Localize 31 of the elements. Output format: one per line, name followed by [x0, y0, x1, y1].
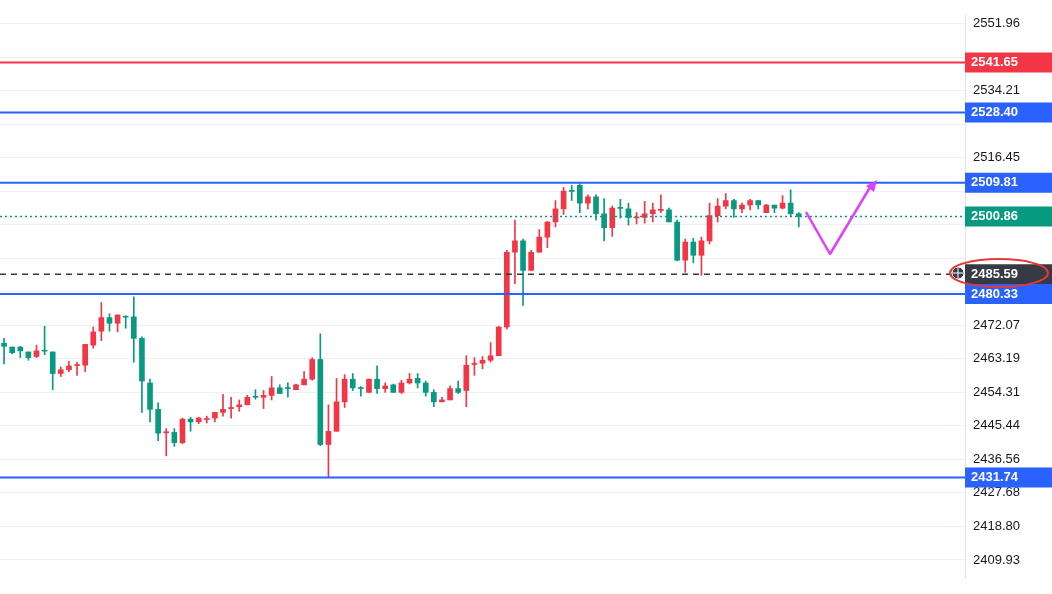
y-tick-label: 2418.80 [973, 518, 1020, 534]
y-tick-label: 2472.07 [973, 316, 1020, 332]
candlestick [74, 361, 80, 376]
y-tick-label: 2454.31 [973, 383, 1020, 399]
candlestick [285, 382, 291, 398]
ref-line-label: 2431.74 [971, 469, 1019, 485]
candlestick [649, 202, 656, 223]
candlestick [220, 393, 226, 417]
candlestick [641, 200, 648, 224]
candlestick [228, 396, 234, 419]
y-tick-label: 2427.68 [973, 484, 1020, 500]
y-tick-label: 2534.21 [973, 82, 1020, 98]
candlestick [658, 194, 664, 213]
ref-line-label: 2480.33 [971, 285, 1018, 301]
ref-line-label: 2500.86 [971, 208, 1018, 224]
y-tick-label: 2445.44 [973, 417, 1020, 433]
candlestick [1, 338, 7, 365]
candlestick [512, 219, 518, 284]
candlestick [358, 386, 364, 397]
y-tick-label: 2436.56 [973, 450, 1020, 466]
ref-line-label: 2528.40 [971, 104, 1018, 120]
y-tick-label: 2551.96 [973, 15, 1020, 31]
y-tick-label: 2463.19 [973, 350, 1020, 366]
y-tick-label: 2409.93 [973, 551, 1020, 567]
candlestick [163, 428, 170, 457]
y-tick-label: 2516.45 [973, 149, 1020, 165]
candlestick [122, 315, 129, 329]
ref-line-label: 2541.65 [971, 54, 1018, 70]
ref-line-label: 2485.59 [971, 265, 1018, 281]
candlestick [568, 185, 575, 201]
ref-line-label: 2509.81 [971, 174, 1018, 190]
